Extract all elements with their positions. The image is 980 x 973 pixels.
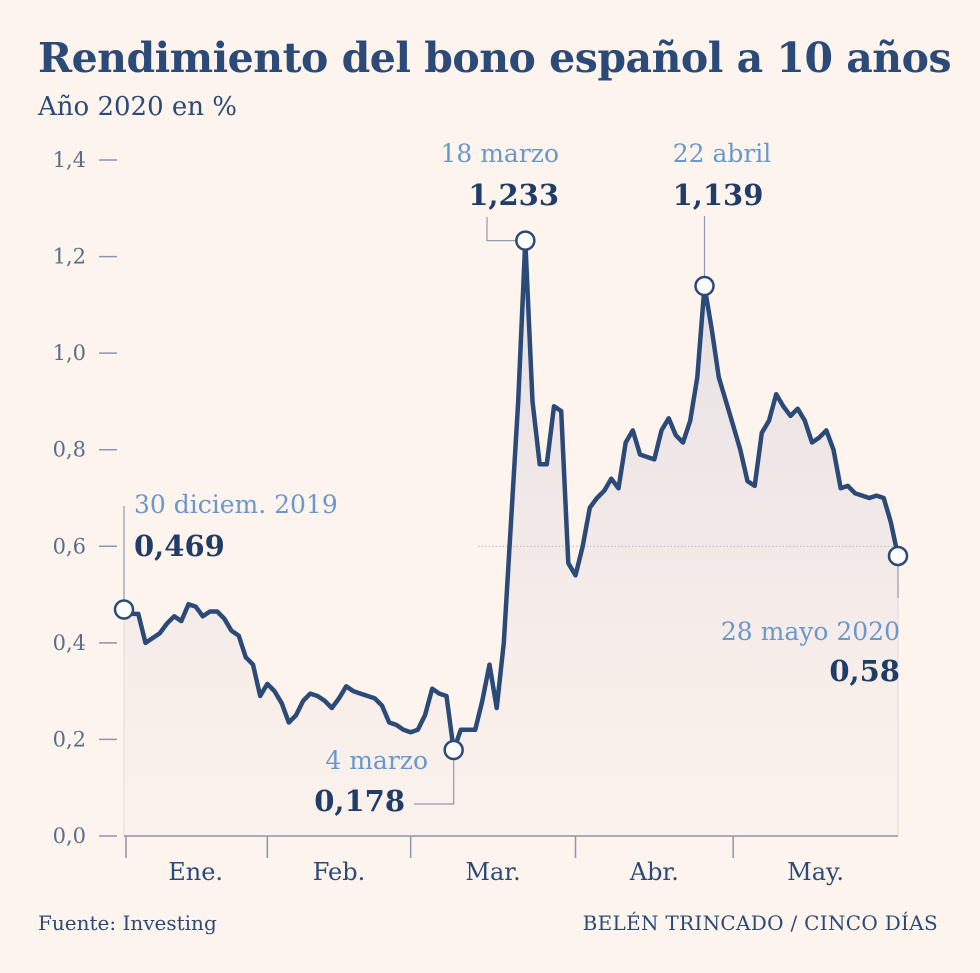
point-marker bbox=[443, 739, 464, 761]
source-note: Fuente: Investing bbox=[38, 911, 217, 935]
point-marker bbox=[887, 545, 909, 567]
annotation-value: 1,139 bbox=[673, 178, 764, 212]
month-label: Feb. bbox=[313, 858, 366, 886]
annotation-value: 0,178 bbox=[314, 784, 405, 818]
series-line bbox=[121, 238, 901, 753]
leader-line bbox=[486, 217, 516, 242]
month-label: Ene. bbox=[168, 858, 223, 886]
month-label: Abr. bbox=[629, 858, 679, 886]
month-label: May. bbox=[787, 858, 844, 886]
annotation-date: 22 abril bbox=[673, 139, 772, 168]
chart-subtitle: Año 2020 en % bbox=[38, 92, 237, 122]
annotation-value: 1,233 bbox=[468, 178, 559, 212]
annotation-date: 28 mayo 2020 bbox=[721, 617, 900, 646]
axes: 0,0 0,2 0,4 0,6 0,8 1,0 1,2 1,4 Ene. Feb. Mar. Abr.… bbox=[53, 148, 898, 886]
annotations: 30 diciem. 2019 0,469 4 marzo 0,178 18 marzo… bbox=[113, 139, 909, 818]
annotation-date: 18 marzo bbox=[440, 139, 559, 168]
yield-line bbox=[121, 238, 901, 753]
point-marker bbox=[694, 275, 715, 297]
y-tick-label: 0,8 bbox=[53, 438, 86, 462]
y-tick-label: 0,4 bbox=[53, 631, 86, 655]
annotation-date: 4 marzo bbox=[325, 746, 428, 775]
annotation-date: 30 diciem. 2019 bbox=[134, 490, 338, 519]
point-marker bbox=[113, 599, 135, 620]
y-tick-label: 0,6 bbox=[53, 534, 86, 558]
annotation-value: 0,469 bbox=[134, 529, 225, 563]
annotation-value: 0,58 bbox=[829, 654, 900, 688]
leader-line bbox=[414, 760, 455, 805]
y-tick-label: 1,4 bbox=[53, 148, 86, 172]
y-tick-label: 0,0 bbox=[53, 824, 86, 848]
month-label: Mar. bbox=[465, 858, 520, 886]
y-tick-label: 1,2 bbox=[53, 245, 86, 269]
y-tick-label: 1,0 bbox=[53, 341, 86, 365]
point-marker bbox=[515, 230, 536, 251]
credit-note: BELÉN TRINCADO / CINCO DÍAS bbox=[582, 911, 938, 935]
y-tick-label: 0,2 bbox=[53, 727, 86, 751]
chart-title: Rendimiento del bono español a 10 años bbox=[38, 34, 952, 82]
